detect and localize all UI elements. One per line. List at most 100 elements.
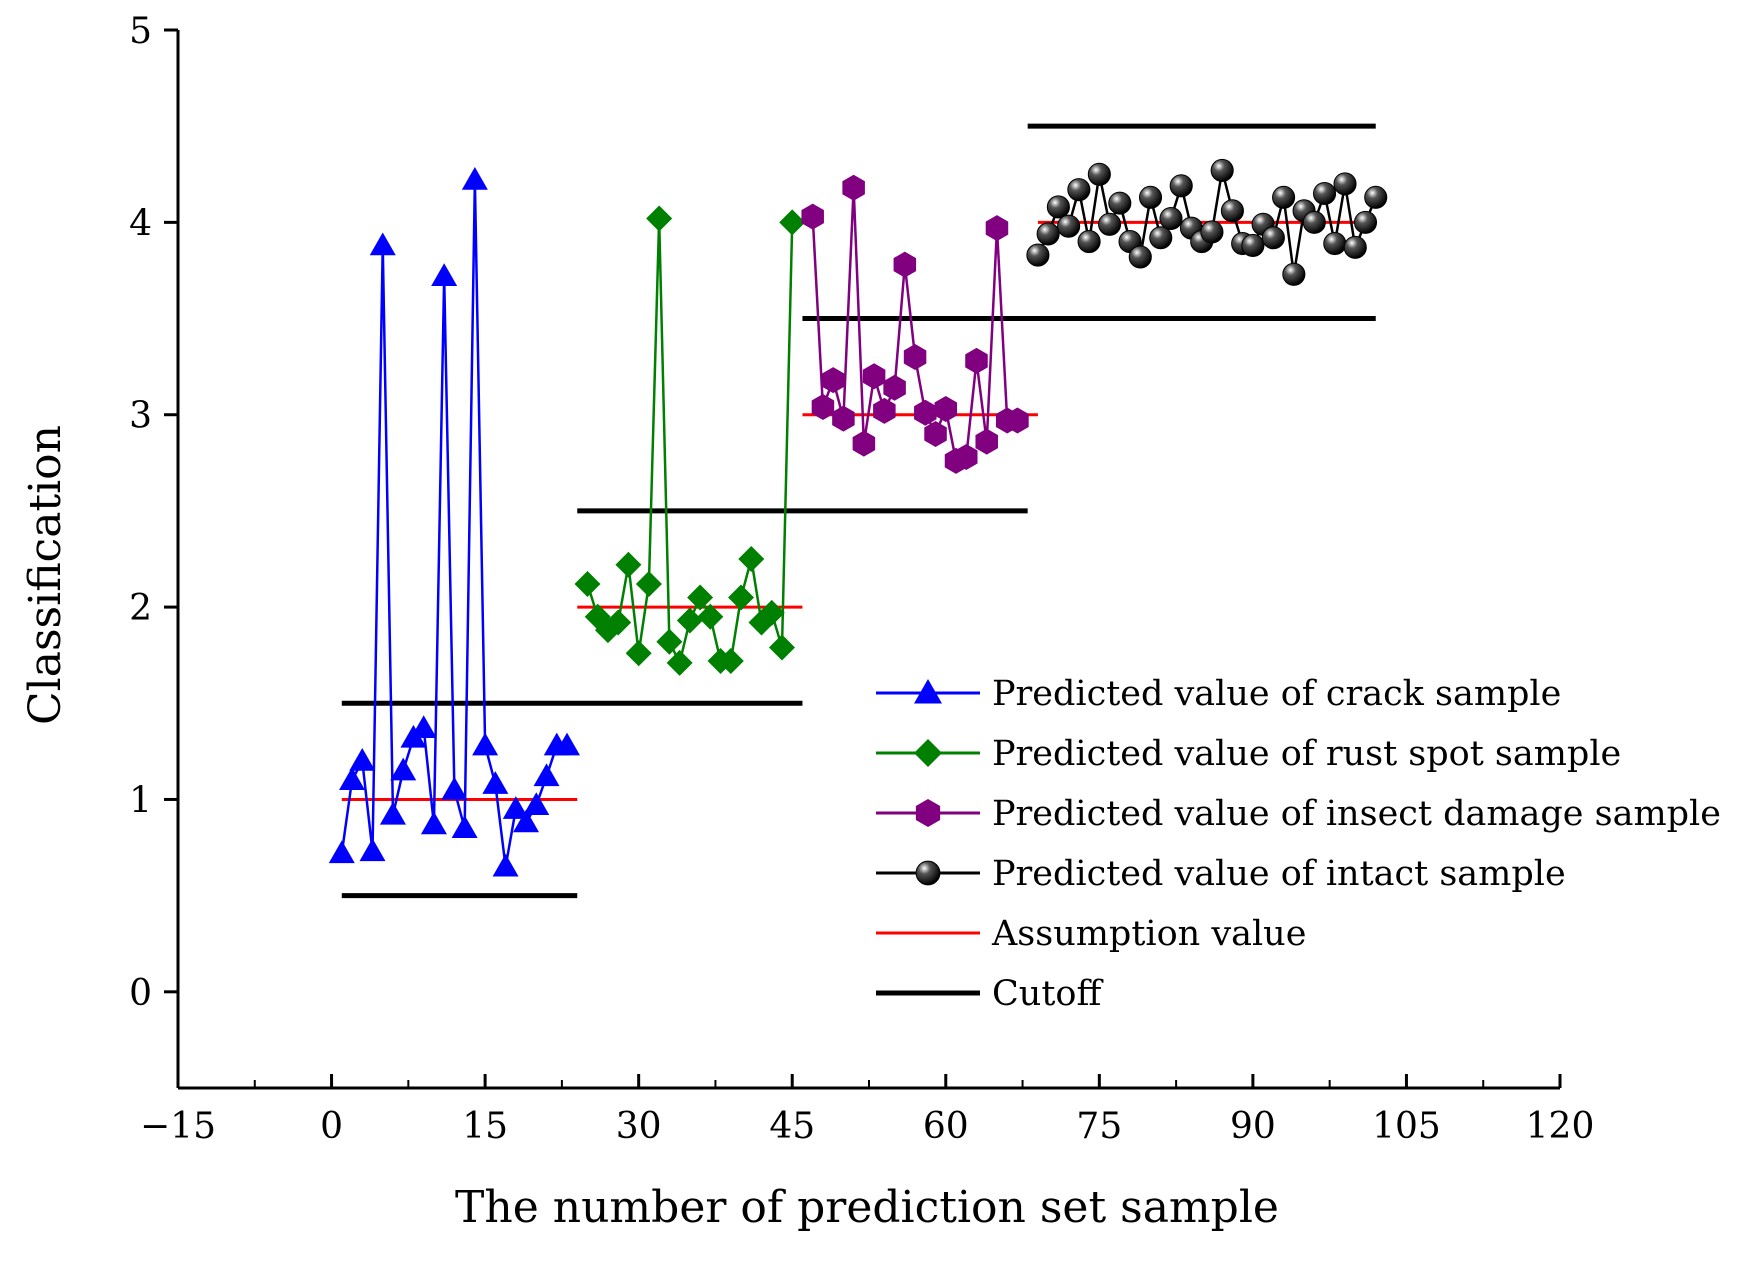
y-tick-label: 2: [129, 588, 152, 629]
data-point: [687, 584, 714, 611]
x-tick-label: 90: [1230, 1106, 1276, 1147]
data-point: [420, 811, 447, 835]
data-point: [1302, 210, 1326, 234]
y-tick-label: 3: [129, 396, 152, 437]
legend-item-4: Predicted value of intact sample: [876, 854, 1566, 894]
data-point: [615, 551, 642, 578]
y-tick-label: 1: [129, 780, 152, 821]
data-point: [1241, 233, 1265, 257]
legend-label: Predicted value of intact sample: [992, 854, 1566, 894]
data-point: [965, 347, 988, 374]
data-point: [893, 251, 917, 278]
data-point: [1261, 226, 1285, 250]
data-point: [513, 809, 540, 833]
data-point: [390, 757, 417, 781]
series-2: [574, 205, 806, 676]
data-point: [574, 571, 601, 598]
data-point: [328, 840, 355, 864]
legend: Predicted value of crack sample Predicted…: [876, 674, 1721, 1014]
data-point: [369, 232, 396, 256]
data-point: [472, 732, 499, 756]
legend-label: Assumption value: [991, 914, 1306, 954]
data-point: [379, 801, 406, 825]
data-point: [339, 767, 366, 790]
data-point: [410, 715, 437, 739]
data-point: [1006, 407, 1029, 434]
legend-marker: [915, 799, 941, 827]
legend-label: Predicted value of crack sample: [992, 674, 1561, 714]
data-point: [1098, 212, 1122, 236]
legend-item-5: Assumption value: [876, 914, 1306, 954]
x-tick-label: 45: [769, 1106, 815, 1147]
data-point: [985, 215, 1009, 242]
x-tick-label: 75: [1076, 1106, 1122, 1147]
legend-label: Predicted value of insect damage sample: [992, 794, 1721, 834]
data-point: [1169, 174, 1193, 198]
data-point: [625, 640, 652, 667]
x-tick-label: −15: [140, 1106, 216, 1147]
data-point: [1138, 185, 1163, 209]
data-point: [635, 571, 662, 598]
data-point: [1036, 222, 1060, 246]
cutoff-lines: [341, 123, 1376, 899]
legend-item-2: Predicted value of rust spot sample: [876, 734, 1621, 774]
data-point: [728, 584, 755, 611]
x-tick-label: 120: [1526, 1106, 1595, 1147]
data-point: [801, 203, 824, 230]
data-point: [533, 763, 560, 787]
legend-marker: [914, 739, 942, 767]
data-point: [1077, 230, 1101, 254]
data-point: [461, 167, 488, 190]
data-point: [349, 747, 376, 771]
data-point: [873, 397, 896, 424]
data-point: [883, 374, 906, 401]
data-point: [666, 649, 693, 676]
legend-label: Predicted value of rust spot sample: [992, 734, 1621, 774]
data-point: [441, 776, 468, 800]
data-point: [717, 647, 744, 674]
data-point: [359, 838, 386, 862]
data-point: [1057, 214, 1081, 238]
data-point: [1343, 235, 1367, 259]
legend-marker: [914, 679, 942, 704]
legend-item-1: Predicted value of crack sample: [876, 674, 1561, 714]
legend-label: Cutoff: [992, 974, 1103, 1014]
data-point: [758, 599, 785, 626]
data-point: [502, 796, 529, 819]
data-point: [1333, 172, 1357, 196]
data-point: [1200, 220, 1224, 244]
x-tick-label: 30: [616, 1106, 662, 1147]
data-point: [656, 628, 683, 655]
data-point: [1323, 231, 1347, 256]
data-point: [1128, 245, 1152, 269]
data-point: [554, 732, 581, 756]
x-tick-label: 105: [1372, 1106, 1441, 1147]
data-point: [934, 395, 958, 422]
data-point: [676, 607, 703, 634]
data-point: [924, 420, 947, 447]
series-3: [801, 174, 1029, 474]
data-point: [811, 394, 835, 421]
x-axis-title: The number of prediction set sample: [455, 1182, 1279, 1233]
legend-item-3: Predicted value of insect damage sample: [876, 794, 1721, 834]
data-point: [1159, 206, 1183, 231]
data-point: [1067, 178, 1091, 202]
data-point: [779, 209, 806, 236]
data-point: [1364, 185, 1388, 209]
data-point: [768, 634, 795, 661]
legend-marker: [915, 860, 941, 886]
series-1: [328, 167, 581, 877]
legend-item-6: Cutoff: [876, 974, 1103, 1014]
data-point: [697, 603, 724, 630]
data-point: [492, 853, 519, 877]
data-point: [842, 174, 865, 201]
data-point: [1282, 262, 1306, 286]
data-point: [646, 205, 673, 232]
data-point: [523, 792, 550, 815]
data-point: [1046, 195, 1070, 219]
data-point: [954, 444, 978, 471]
x-tick-label: 60: [923, 1106, 969, 1147]
data-point: [1272, 185, 1296, 209]
data-point: [431, 263, 458, 286]
